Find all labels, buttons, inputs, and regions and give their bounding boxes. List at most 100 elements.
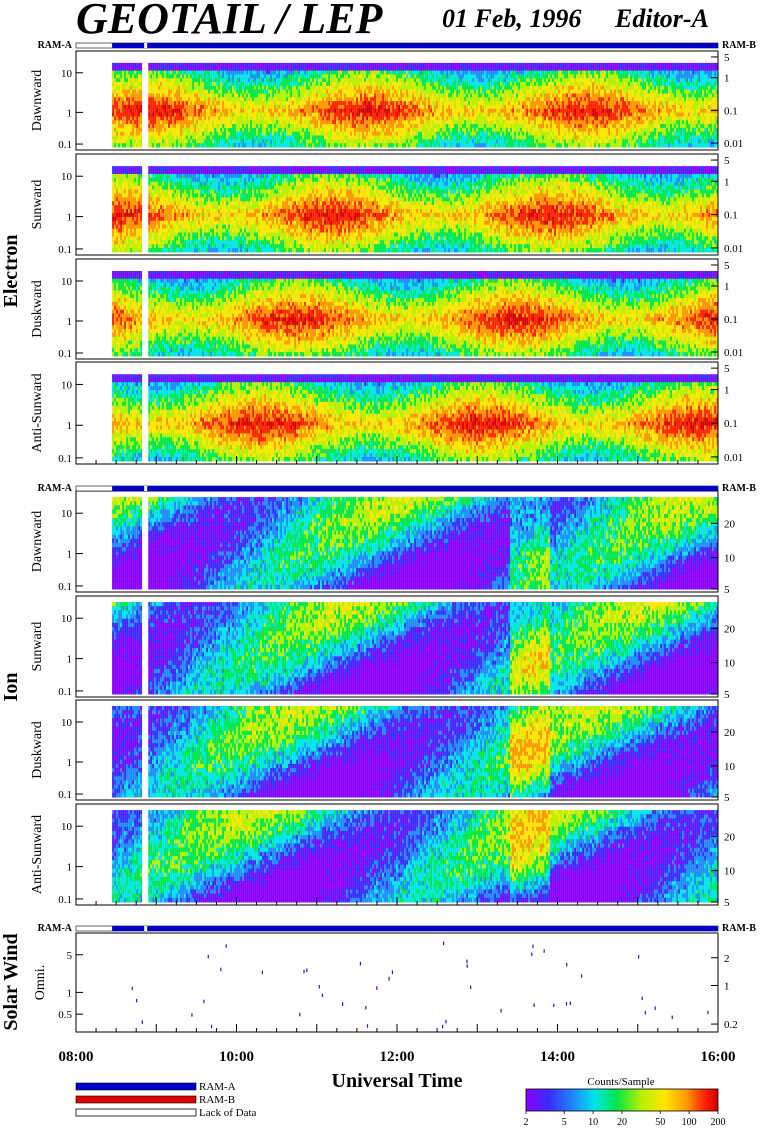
spectrogram-cell [298,78,300,82]
spectrogram-cell [280,143,282,147]
spectrogram-cell [386,136,388,140]
spectrogram-cell [254,132,256,136]
spectrogram-cell [330,90,332,94]
spectrogram-cell [232,63,234,67]
spectrogram-cell [294,120,296,124]
spectrogram-cell [370,101,372,105]
spectrogram-cell [466,93,468,97]
spectrogram-cell [158,109,160,113]
spectrogram-cell [140,82,142,86]
spectrogram-cell [158,63,160,67]
spectrogram-cell [434,116,436,120]
spectrogram-cell [430,109,432,113]
spectrogram-cell [412,67,414,71]
spectrogram-cell [202,143,204,147]
spectrogram-cell [260,109,262,113]
spectrogram-cell [202,124,204,128]
spectrogram-cell [198,139,200,143]
spectrogram-cell [308,82,310,86]
spectrogram-cell [492,124,494,128]
spectrogram-cell [380,90,382,94]
spectrogram-cell [430,86,432,90]
spectrogram-cell [194,113,196,117]
spectrogram-cell [202,128,204,132]
spectrogram-cell [384,109,386,113]
spectrogram-cell [444,93,446,97]
spectrogram-cell [184,90,186,94]
spectrogram-cell [154,132,156,136]
spectrogram-cell [448,136,450,140]
spectrogram-cell [230,116,232,120]
spectrogram-cell [460,128,462,132]
spectrogram-cell [318,67,320,71]
spectrogram-cell [434,105,436,109]
spectrogram-cell [490,82,492,86]
spectrogram-cell [154,109,156,113]
spectrogram-cell [364,128,366,132]
spectrogram-cell [408,86,410,90]
spectrogram-cell [452,90,454,94]
spectrogram-cell [490,139,492,143]
spectrogram-cell [416,124,418,128]
spectrogram-cell [216,82,218,86]
spectrogram-cell [490,143,492,147]
spectrogram-cell [334,86,336,90]
spectrogram-cell [232,143,234,147]
spectrogram-cell [180,67,182,71]
spectrogram-cell [376,143,378,147]
spectrogram-cell [460,132,462,136]
spectrogram-cell [452,143,454,147]
spectrogram-cell [214,139,216,143]
spectrogram-cell [480,101,482,105]
spectrogram-cell [304,124,306,128]
spectrogram-cell [188,78,190,82]
spectrogram-cell [320,74,322,78]
spectrogram-cell [264,97,266,101]
spectrogram-cell [268,109,270,113]
spectrogram-cell [356,124,358,128]
spectrogram-cell [192,67,194,71]
spectrogram-cell [378,139,380,143]
spectrogram-cell [350,116,352,120]
spectrogram-cell [336,67,338,71]
spectrogram-cell [368,90,370,94]
spectrogram-cell [492,63,494,67]
spectrogram-cell [124,67,126,71]
spectrogram-cell [176,86,178,90]
spectrogram-cell [382,74,384,78]
spectrogram-cell [300,101,302,105]
spectrogram-cell [428,116,430,120]
spectrogram-cell [338,136,340,140]
spectrogram-cell [312,63,314,67]
spectrogram-cell [328,143,330,147]
spectrogram-cell [388,101,390,105]
spectrogram-cell [304,109,306,113]
spectrogram-cell [236,132,238,136]
spectrogram-cell [340,93,342,97]
spectrogram-cell [370,116,372,120]
spectrogram-cell [116,124,118,128]
spectrogram-cell [494,86,496,90]
spectrogram-cell [242,105,244,109]
spectrogram-cell [120,136,122,140]
spectrogram-cell [250,124,252,128]
spectrogram-cell [136,86,138,90]
spectrogram-cell [268,124,270,128]
spectrogram-cell [150,93,152,97]
spectrogram-cell [444,120,446,124]
spectrogram-cell [412,128,414,132]
spectrogram-cell [292,128,294,132]
spectrogram-cell [162,78,164,82]
spectrogram-cell [440,143,442,147]
spectrogram-cell [332,116,334,120]
spectrogram-cell [398,86,400,90]
spectrogram-cell [118,116,120,120]
spectrogram-cell [418,128,420,132]
spectrogram-cell [338,90,340,94]
spectrogram-cell [450,82,452,86]
spectrogram-cell [466,139,468,143]
spectrogram-cell [270,143,272,147]
spectrogram-cell [224,143,226,147]
spectrogram-cell [120,124,122,128]
spectrogram-cell [296,128,298,132]
